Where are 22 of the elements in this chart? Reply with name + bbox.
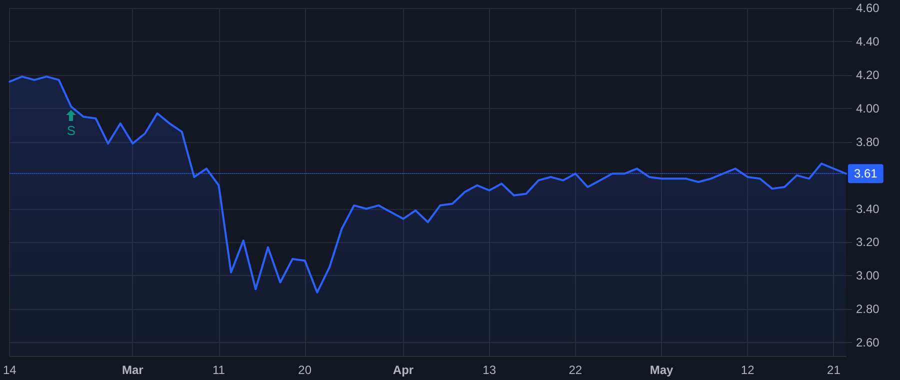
y-tick-label: 4.40 <box>856 34 880 48</box>
y-tick-label: 4.20 <box>856 68 880 82</box>
x-tick-label: 11 <box>212 363 226 377</box>
x-tick-label: Apr <box>392 363 414 377</box>
x-tick-label: 14 <box>2 363 17 377</box>
x-tick-label: 22 <box>568 363 582 377</box>
y-tick-label: 4.00 <box>856 101 880 116</box>
x-tick-label: 20 <box>298 363 312 377</box>
x-tick-label: May <box>650 363 674 377</box>
y-tick-label: 2.80 <box>856 302 880 316</box>
y-tick-label: 3.20 <box>856 235 880 250</box>
annotation: S <box>66 122 76 138</box>
y-tick-label: 4.60 <box>856 1 880 15</box>
x-tick-label: 13 <box>482 363 496 377</box>
y-tick-label: 3.00 <box>856 268 880 283</box>
ref-line-label: 3.61 <box>854 166 878 181</box>
x-tick-label: Mar <box>122 363 144 377</box>
x-tick-label: 21 <box>827 363 841 377</box>
y-tick-label: 3.40 <box>856 202 880 216</box>
x-tick-label: 12 <box>740 363 755 377</box>
y-tick-label: 3.80 <box>856 134 880 149</box>
y-tick-label: 2.60 <box>856 336 880 350</box>
